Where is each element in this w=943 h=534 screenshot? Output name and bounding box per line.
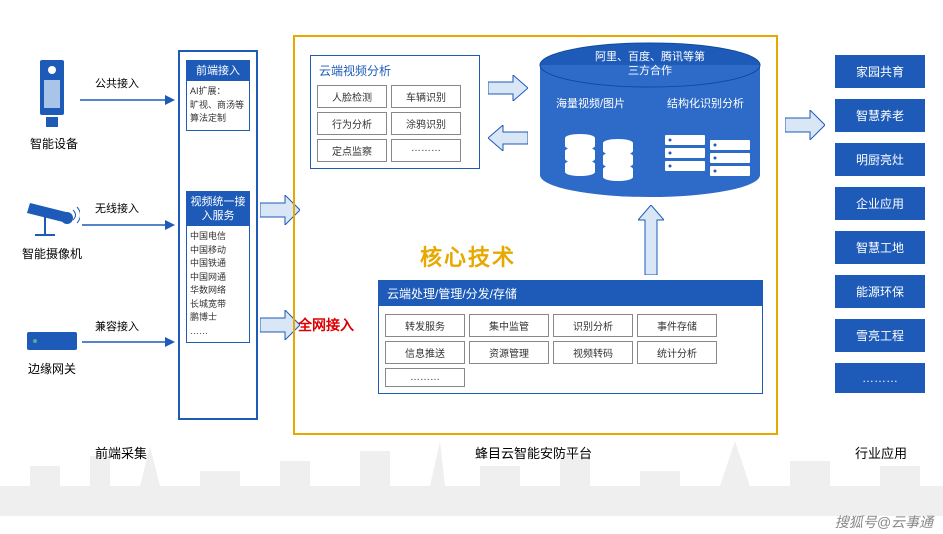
camera-icon [25, 195, 80, 240]
arrow-proc-to-db [638, 205, 664, 275]
bottom-label-center: 蜂目云智能安防平台 [475, 443, 592, 462]
cell: 事件存储 [637, 314, 717, 337]
device-2-label: 智能摄像机 [22, 245, 82, 262]
access-box: 前端接入 AI扩展： 旷视、商汤等算法定制 视频统一接入服务 中国电信 中国移动… [178, 50, 258, 420]
bottom-label-right: 行业应用 [855, 443, 907, 462]
app-box: 雪亮工程 [835, 319, 925, 352]
arrow-3 [82, 332, 175, 352]
gateway-icon [25, 330, 80, 355]
arrow-to-db [488, 75, 528, 101]
arrow-1-label: 公共接入 [95, 75, 139, 91]
arrow-3-label: 兼容接入 [95, 318, 139, 334]
front-access-box: 前端接入 AI扩展： 旷视、商汤等算法定制 [186, 60, 250, 131]
database-cylinder: 阿里、百度、腾讯等第三方合作 海量视频/图片 结构化识别分析 [535, 40, 765, 205]
cell: 集中监管 [469, 314, 549, 337]
arrow-1 [80, 90, 175, 110]
apps-column: 家园共育 智慧养老 明厨亮灶 企业应用 智慧工地 能源环保 雪亮工程 ……… [835, 55, 925, 404]
cell: 车辆识别 [391, 85, 461, 108]
cell: 人脸检测 [317, 85, 387, 108]
processing-grid: 转发服务 集中监管 识别分析 事件存储 信息推送 资源管理 视频转码 统计分析 … [383, 312, 758, 389]
cell: ……… [385, 368, 465, 387]
cell: 视频转码 [553, 341, 633, 364]
db-left-label: 海量视频/图片 [556, 95, 625, 111]
db-top-label: 阿里、百度、腾讯等第三方合作 [593, 50, 708, 79]
front-access-body: AI扩展： 旷视、商汤等算法定制 [187, 81, 249, 130]
app-box: 智慧工地 [835, 231, 925, 264]
smart-device-icon [32, 55, 72, 130]
processing-box: 云端处理/管理/分发/存储 转发服务 集中监管 识别分析 事件存储 信息推送 资… [378, 280, 763, 394]
cell: 识别分析 [553, 314, 633, 337]
video-service-header: 视频统一接入服务 [187, 192, 249, 227]
processing-title: 云端处理/管理/分发/存储 [379, 281, 762, 306]
app-box: 能源环保 [835, 275, 925, 308]
db-mid-labels: 海量视频/图片 结构化识别分析 [535, 95, 765, 111]
front-access-header: 前端接入 [187, 61, 249, 81]
video-service-box: 视频统一接入服务 中国电信 中国移动 中国铁通 中国网通 华数网络 长城宽带 鹏… [186, 191, 250, 344]
device-1-label: 智能设备 [30, 135, 78, 152]
cloud-analysis-grid: 人脸检测 车辆识别 行为分析 涂鸦识别 定点监察 ……… [315, 85, 475, 164]
app-box: ……… [835, 363, 925, 393]
cell: 统计分析 [637, 341, 717, 364]
video-service-body: 中国电信 中国移动 中国铁通 中国网通 华数网络 长城宽带 鹏博士 …… [187, 226, 249, 342]
watermark: 搜狐号@云事通 [835, 512, 933, 532]
db-right-label: 结构化识别分析 [667, 95, 744, 111]
cell: 定点监察 [317, 139, 387, 162]
cloud-analysis-box: 云端视频分析 人脸检测 车辆识别 行为分析 涂鸦识别 定点监察 ……… [310, 55, 480, 169]
cloud-analysis-title: 云端视频分析 [315, 60, 475, 85]
device-3-label: 边缘网关 [28, 360, 76, 377]
cell: 转发服务 [385, 314, 465, 337]
cell: 信息推送 [385, 341, 465, 364]
core-tech-title: 核心技术 [420, 240, 516, 272]
arrow-2-label: 无线接入 [95, 200, 139, 216]
arrow-to-apps [785, 110, 825, 140]
app-box: 智慧养老 [835, 99, 925, 132]
app-box: 明厨亮灶 [835, 143, 925, 176]
bottom-label-left: 前端采集 [95, 443, 147, 462]
cell: 行为分析 [317, 112, 387, 135]
arrow-2 [82, 215, 175, 235]
app-box: 家园共育 [835, 55, 925, 88]
cell: 资源管理 [469, 341, 549, 364]
cell: ……… [391, 139, 461, 162]
cell: 涂鸦识别 [391, 112, 461, 135]
app-box: 企业应用 [835, 187, 925, 220]
arrow-from-db [488, 125, 528, 151]
